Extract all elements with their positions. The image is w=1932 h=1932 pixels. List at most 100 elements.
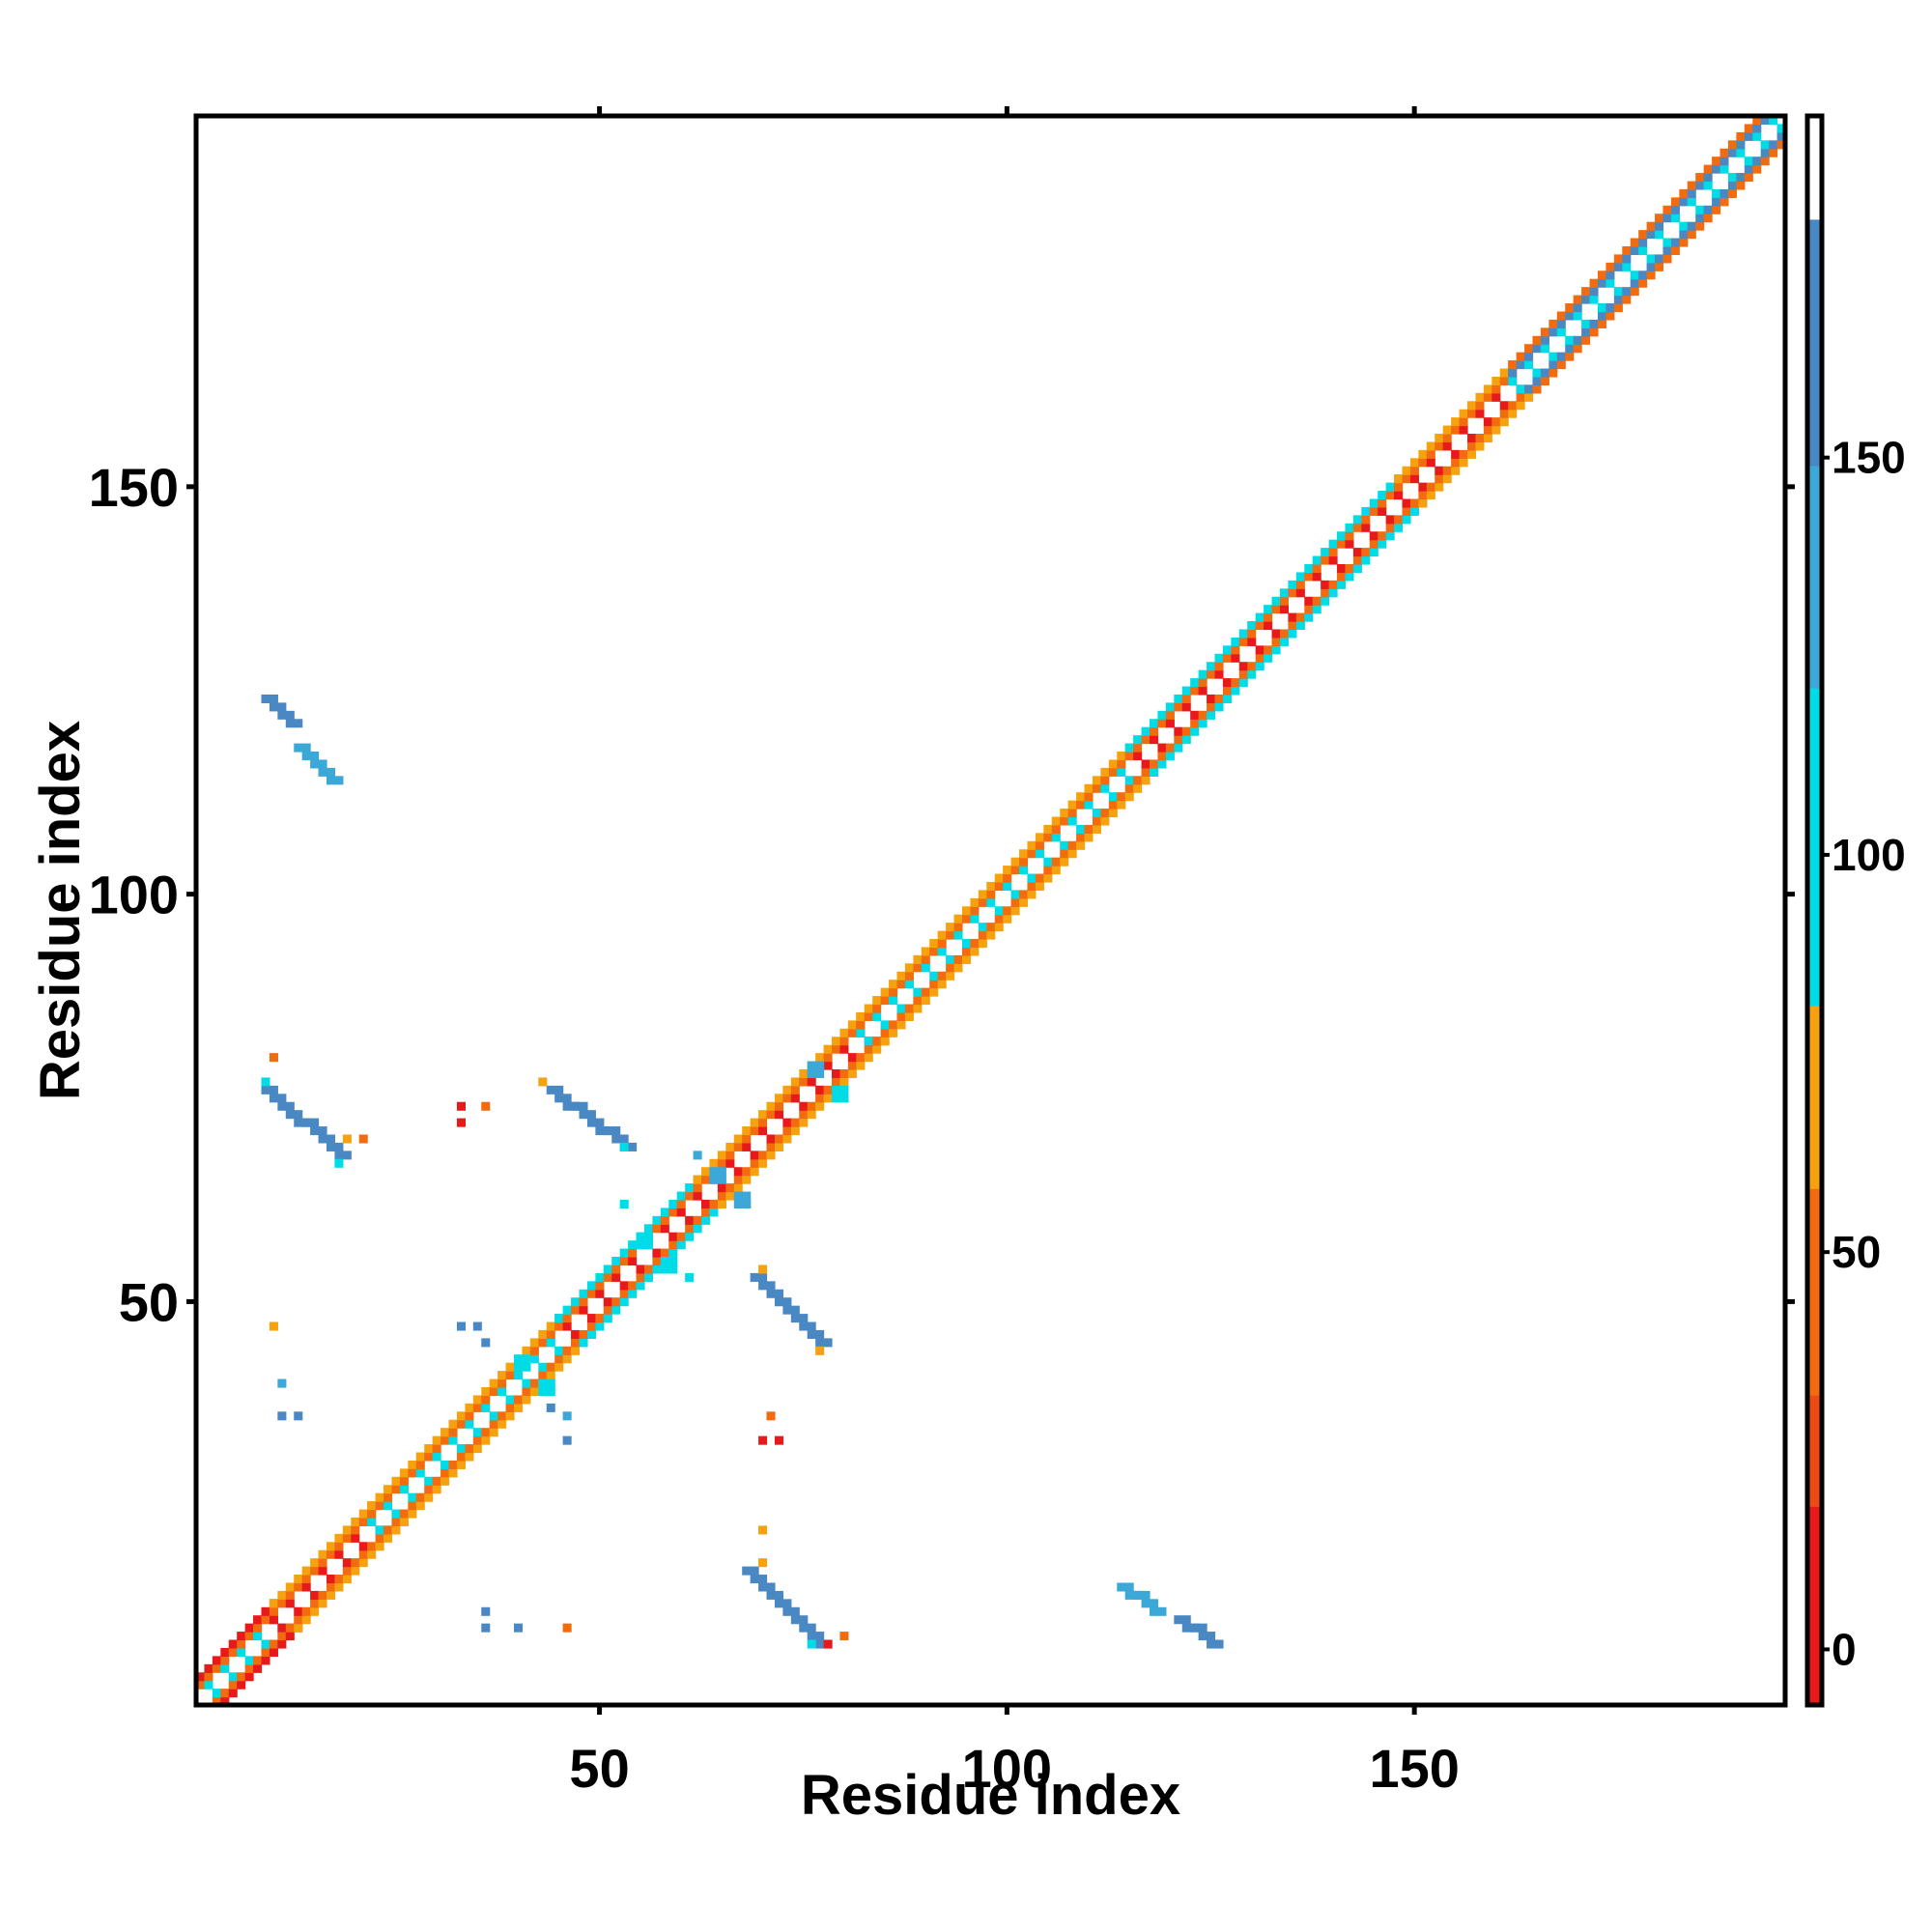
diagonal-cell [1150, 726, 1159, 736]
diagonal-cell [1532, 344, 1542, 354]
contact-cell [595, 1118, 605, 1127]
diagonal-cell [571, 1297, 581, 1307]
diagonal-cell [701, 1215, 711, 1225]
diagonal-cell [774, 1142, 783, 1151]
diagonal-cell [1662, 213, 1672, 223]
diagonal-cell [913, 954, 923, 964]
diagonal-cell [1597, 270, 1607, 280]
diagonal-cell [1589, 319, 1599, 328]
diagonal-cell [1467, 409, 1477, 418]
diagonal-cell [619, 1297, 629, 1307]
diagonal-cell [1141, 776, 1151, 785]
diagonal-cell [913, 996, 923, 1006]
diagonal-cell [1670, 245, 1680, 256]
diagonal-cell [1475, 434, 1485, 443]
diagonal-cell [1043, 824, 1053, 834]
diagonal-cell [1345, 523, 1354, 532]
diagonal-cell [1467, 401, 1477, 411]
x-axis-title: Residue index [801, 1764, 1180, 1827]
diagonal-cell [586, 1281, 596, 1291]
diagonal-cell [717, 1183, 726, 1193]
diagonal-cell [301, 1566, 311, 1576]
diagonal-cell [1288, 612, 1297, 622]
diagonal-blob [709, 1167, 719, 1177]
diagonal-cell [889, 987, 898, 997]
diagonal-cell [294, 1623, 303, 1633]
contact-cell [790, 1305, 800, 1315]
diagonal-blob [815, 1061, 825, 1070]
contact-cell [815, 1632, 825, 1641]
diagonal-blob [660, 1257, 669, 1266]
diagonal-cell [978, 897, 987, 907]
diagonal-cell [1345, 539, 1354, 549]
diagonal-cell [742, 1142, 752, 1151]
diagonal-cell [514, 1403, 524, 1412]
diagonal-cell [790, 1077, 800, 1087]
diagonal-blob [839, 1094, 849, 1103]
diagonal-cell [1483, 425, 1492, 435]
diagonal-cell [611, 1297, 621, 1307]
diagonal-cell [652, 1257, 662, 1266]
contact-cell [301, 1118, 311, 1127]
diagonal-cell [946, 963, 955, 973]
diagonal-cell [1655, 213, 1664, 223]
diagonal-cell [1076, 840, 1086, 850]
diagonal-cell [1027, 849, 1037, 859]
diagonal-cell [237, 1680, 246, 1690]
diagonal-cell [1378, 531, 1387, 541]
diagonal-cell [1051, 816, 1061, 826]
diagonal-cell [782, 1085, 792, 1094]
diagonal-cell [1508, 409, 1518, 418]
diagonal-cell [889, 1028, 898, 1037]
diagonal-cell [391, 1509, 401, 1519]
diagonal-cell [864, 1004, 873, 1013]
diagonal-cell [701, 1199, 711, 1209]
diagonal-cell [432, 1476, 441, 1486]
diagonal-cell [1670, 213, 1680, 223]
contact-cell [326, 776, 336, 785]
diagonal-cell [961, 914, 972, 923]
contact-cell [1141, 1599, 1151, 1608]
diagonal-cell [1124, 792, 1134, 802]
diagonal-cell [1589, 287, 1599, 297]
diagonal-cell [1556, 360, 1566, 370]
diagonal-cell [505, 1395, 515, 1405]
diagonal-cell [1695, 221, 1705, 231]
diagonal-cell [1214, 702, 1224, 712]
diagonal-cell [1345, 563, 1354, 574]
diagonal-cell [823, 1061, 833, 1070]
colorbar-band [1807, 465, 1822, 689]
diagonal-cell [367, 1549, 377, 1559]
contact-point [269, 1053, 278, 1063]
diagonal-cell [929, 987, 939, 997]
diagonal-cell [579, 1289, 588, 1298]
diagonal-cell [408, 1509, 417, 1519]
diagonal-cell [1312, 572, 1321, 582]
diagonal-cell [1752, 131, 1762, 141]
diagonal-cell [579, 1305, 588, 1315]
diagonal-cell [1451, 417, 1461, 427]
contact-point [456, 1101, 466, 1111]
diagonal-cell [505, 1371, 515, 1380]
diagonal-cell [571, 1338, 581, 1348]
diagonal-cell [1687, 188, 1696, 198]
diagonal-cell [384, 1492, 393, 1502]
diagonal-cell [1369, 531, 1378, 541]
contact-cell [782, 1599, 792, 1608]
diagonal-cell [1312, 605, 1321, 614]
diagonal-cell [1117, 752, 1126, 761]
contact-cell [554, 1085, 564, 1094]
diagonal-cell [456, 1444, 466, 1454]
diagonal-cell [301, 1615, 311, 1625]
diagonal-cell [1003, 906, 1012, 916]
diagonal-cell [1409, 498, 1419, 508]
diagonal-cell [415, 1452, 425, 1462]
diagonal-cell [1238, 629, 1248, 639]
diagonal-cell [310, 1599, 320, 1608]
diagonal-cell [929, 971, 939, 980]
diagonal-cell [497, 1419, 507, 1429]
diagonal-cell [1622, 262, 1632, 271]
diagonal-cell [1100, 767, 1110, 777]
diagonal-cell [415, 1468, 425, 1478]
diagonal-cell [1003, 866, 1012, 875]
